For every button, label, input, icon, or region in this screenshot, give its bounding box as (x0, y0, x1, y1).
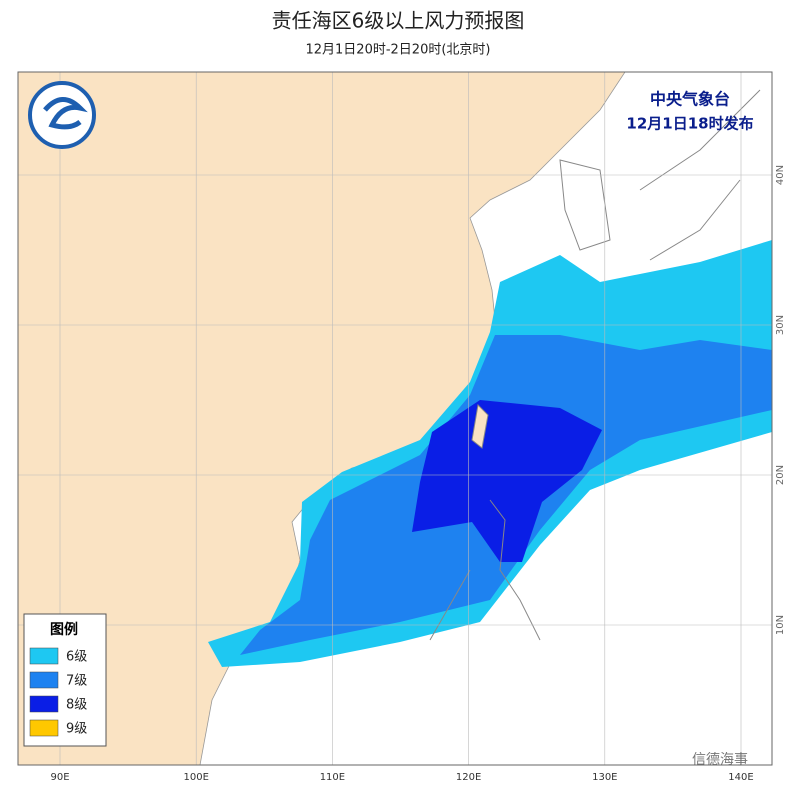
lon-label: 90E (50, 772, 69, 783)
lat-label: 20N (775, 465, 786, 485)
graticule (18, 72, 772, 765)
title: 责任海区6级以上风力预报图 (272, 9, 525, 33)
lat-label: 30N (775, 315, 786, 335)
legend: 图例 6级 7级 8级 9级 (23, 613, 107, 747)
legend-swatch (29, 719, 59, 737)
sea-level8 (412, 400, 602, 562)
logo (28, 81, 96, 149)
map-frame (17, 71, 773, 766)
legend-swatch (29, 671, 59, 689)
legend-swatch (29, 647, 59, 665)
legend-label: 9级 (66, 722, 87, 737)
frame-border (17, 71, 773, 766)
legend-label: 7级 (66, 674, 87, 689)
lon-label: 130E (592, 772, 617, 783)
legend-swatch (29, 695, 59, 713)
subtitle: 12月1日20时-2日20时(北京时) (305, 43, 490, 58)
korea-japan (559, 89, 761, 261)
lon-label: 100E (183, 772, 208, 783)
philippines (429, 499, 541, 641)
legend-label: 8级 (66, 698, 87, 713)
issue-time: 12月1日18时发布 (626, 115, 753, 133)
lon-label: 140E (728, 772, 753, 783)
legend-label: 6级 (66, 650, 87, 665)
lat-label: 40N (775, 165, 786, 185)
lon-label: 120E (456, 772, 481, 783)
lon-label: 110E (320, 772, 345, 783)
issuer: 中央气象台 (650, 90, 730, 109)
lat-label: 10N (775, 615, 786, 635)
taiwan (471, 403, 489, 449)
legend-title: 图例 (50, 621, 78, 638)
watermark: 信德海事 (692, 752, 748, 768)
